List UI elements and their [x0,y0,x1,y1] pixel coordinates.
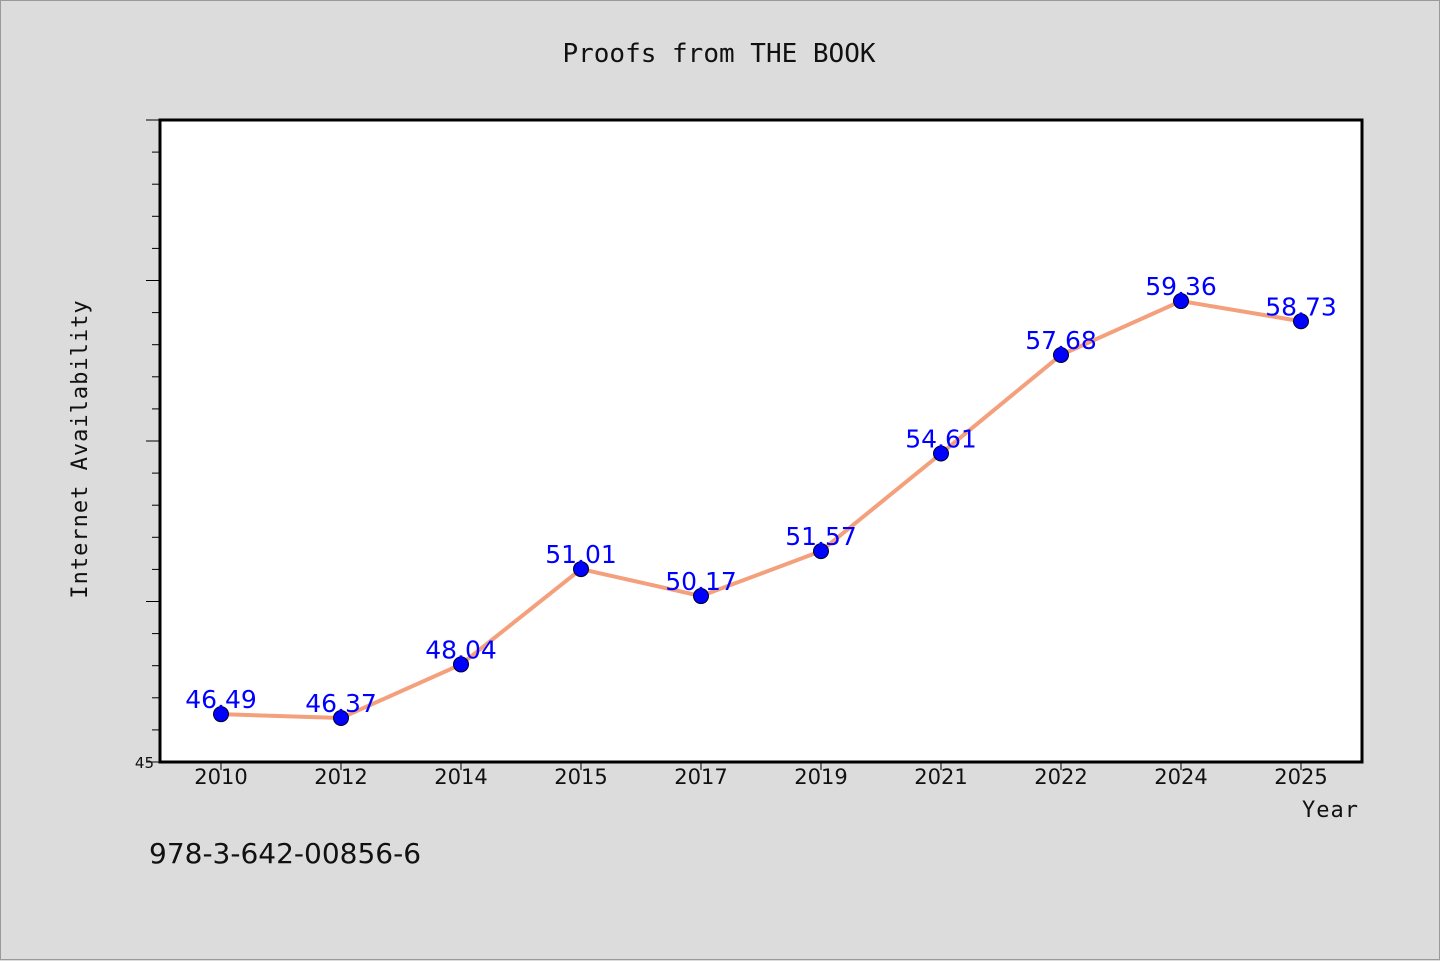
series-line [220,299,1302,721]
x-tick-label: 2022 [1034,765,1087,789]
data-label: 57.68 [1025,326,1097,355]
data-label: 51.01 [545,540,617,569]
y-axis-label: Internet Availability [68,299,93,598]
y-axis-ticks: 45 [135,119,160,772]
data-point [693,588,709,605]
data-point [1293,313,1309,330]
series-layer [213,293,1309,727]
data-point [933,445,949,462]
data-point [1173,293,1189,310]
data-label: 58.73 [1265,292,1337,321]
data-point [333,710,349,727]
data-label: 59.36 [1145,272,1217,301]
x-tick-label: 2014 [434,765,487,789]
x-tick-label: 2012 [314,765,367,789]
data-label: 46.49 [185,685,257,714]
data-point [1053,346,1069,363]
data-label: 46.37 [305,689,377,718]
x-tick-label: 2025 [1274,765,1327,789]
x-tick-label: 2019 [794,765,847,789]
x-tick-label: 2010 [194,765,247,789]
data-label: 50.17 [665,567,737,596]
chart-title: Proofs from THE BOOK [562,39,875,69]
x-tick-label: 2021 [914,765,967,789]
data-label: 48.04 [425,635,497,664]
isbn-text: 978-3-642-00856-6 [149,837,421,870]
data-label-layer: 46.49 46.37 48.04 51.01 50.17 51.57 54.61 57.68… [185,272,1337,718]
x-tick-label: 2015 [554,765,607,789]
x-axis-ticks: 2010 2012 2014 2015 2017 2019 2021 2022 2024 2025 [194,762,1328,789]
data-label: 51.57 [785,522,857,551]
data-label: 54.61 [905,425,977,454]
data-point [453,656,469,673]
data-point [573,561,589,578]
x-tick-label: 2017 [674,765,727,789]
y-tick-label: 45 [135,754,154,772]
plot-area [158,118,1364,764]
data-point [813,543,829,560]
x-tick-label: 2024 [1154,765,1207,789]
data-point [213,706,229,723]
x-axis-label: Year [1302,798,1359,823]
